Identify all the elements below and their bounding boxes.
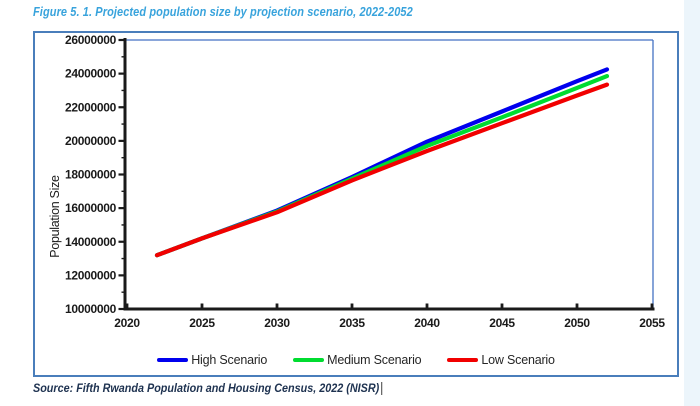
legend-item-medium[interactable]: Medium Scenario bbox=[293, 353, 422, 367]
series-line-medium bbox=[154, 73, 610, 258]
x-tick-label: 2050 bbox=[564, 316, 590, 330]
y-tick-label: 14000000 bbox=[65, 235, 117, 249]
y-tick-label: 10000000 bbox=[65, 302, 117, 316]
legend-item-high[interactable]: High Scenario bbox=[157, 353, 267, 367]
page-margin-strip bbox=[684, 0, 700, 406]
legend-label: High Scenario bbox=[191, 353, 268, 367]
chart-legend: High Scenario Medium Scenario Low Scenario bbox=[35, 350, 677, 370]
x-tick-label: 2045 bbox=[489, 316, 515, 330]
source-text: Source: Fifth Rwanda Population and Hous… bbox=[33, 381, 380, 395]
x-tick-label: 2020 bbox=[114, 316, 140, 330]
y-tick-label: 22000000 bbox=[65, 100, 117, 114]
series-line-high bbox=[154, 67, 610, 258]
x-tick-label: 2025 bbox=[189, 316, 215, 330]
y-tick-label: 16000000 bbox=[65, 201, 117, 215]
legend-label: Medium Scenario bbox=[327, 353, 422, 367]
x-tick-label: 2040 bbox=[414, 316, 440, 330]
y-tick-label: 24000000 bbox=[65, 67, 117, 81]
x-tick-label: 2030 bbox=[264, 316, 290, 330]
figure-title: Figure 5. 1. Projected population size b… bbox=[33, 5, 413, 19]
x-tick-label: 2055 bbox=[639, 316, 665, 330]
legend-swatch bbox=[447, 357, 479, 363]
series-line-low bbox=[154, 82, 610, 258]
text-caret bbox=[381, 381, 382, 395]
y-axis-title: Population Size bbox=[48, 175, 62, 258]
chart-frame[interactable]: 10000000 12000000 14000000 16000000 18000000… bbox=[33, 31, 679, 377]
legend-swatch bbox=[293, 357, 325, 363]
y-tick-label: 12000000 bbox=[65, 268, 117, 282]
y-tick-label: 26000000 bbox=[65, 33, 117, 47]
chart-canvas[interactable]: 10000000 12000000 14000000 16000000 18000000… bbox=[35, 33, 677, 375]
source-line: Source: Fifth Rwanda Population and Hous… bbox=[33, 381, 382, 395]
legend-item-low[interactable]: Low Scenario bbox=[447, 353, 555, 367]
legend-swatch bbox=[157, 357, 189, 363]
y-tick-label: 18000000 bbox=[65, 168, 117, 182]
y-tick-label: 20000000 bbox=[65, 134, 117, 148]
legend-label: Low Scenario bbox=[481, 353, 555, 367]
x-tick-label: 2035 bbox=[339, 316, 365, 330]
